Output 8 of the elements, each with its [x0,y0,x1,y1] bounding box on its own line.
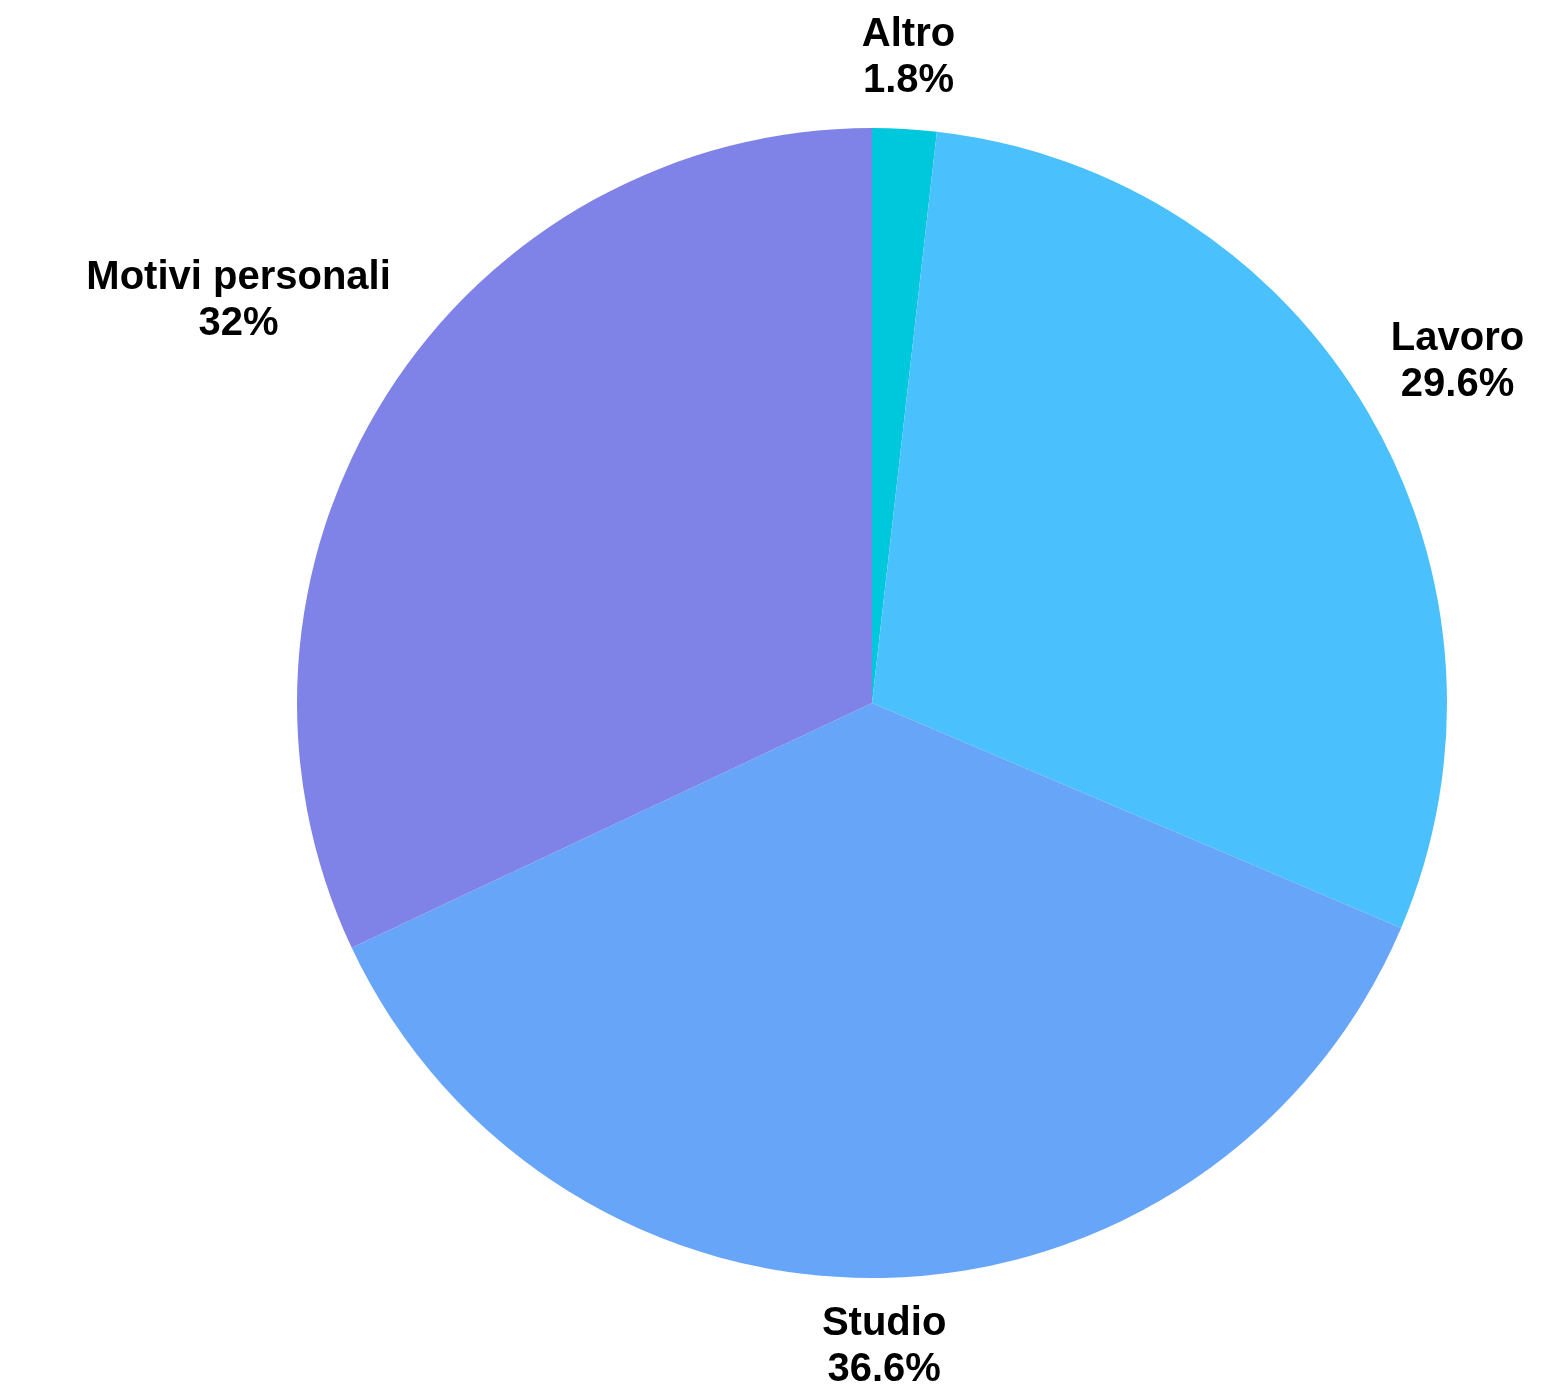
slice-label: Studio [821,1299,947,1344]
slice-label: Altro [861,10,956,55]
data-label: 1.8% [862,56,955,101]
data-label: 32% [198,299,279,344]
data-label: 29.6% [1400,359,1515,404]
slice-label: Motivi personali [86,253,391,298]
slice-label: Lavoro [1390,313,1525,358]
data-label: 36.6% [827,1345,941,1390]
